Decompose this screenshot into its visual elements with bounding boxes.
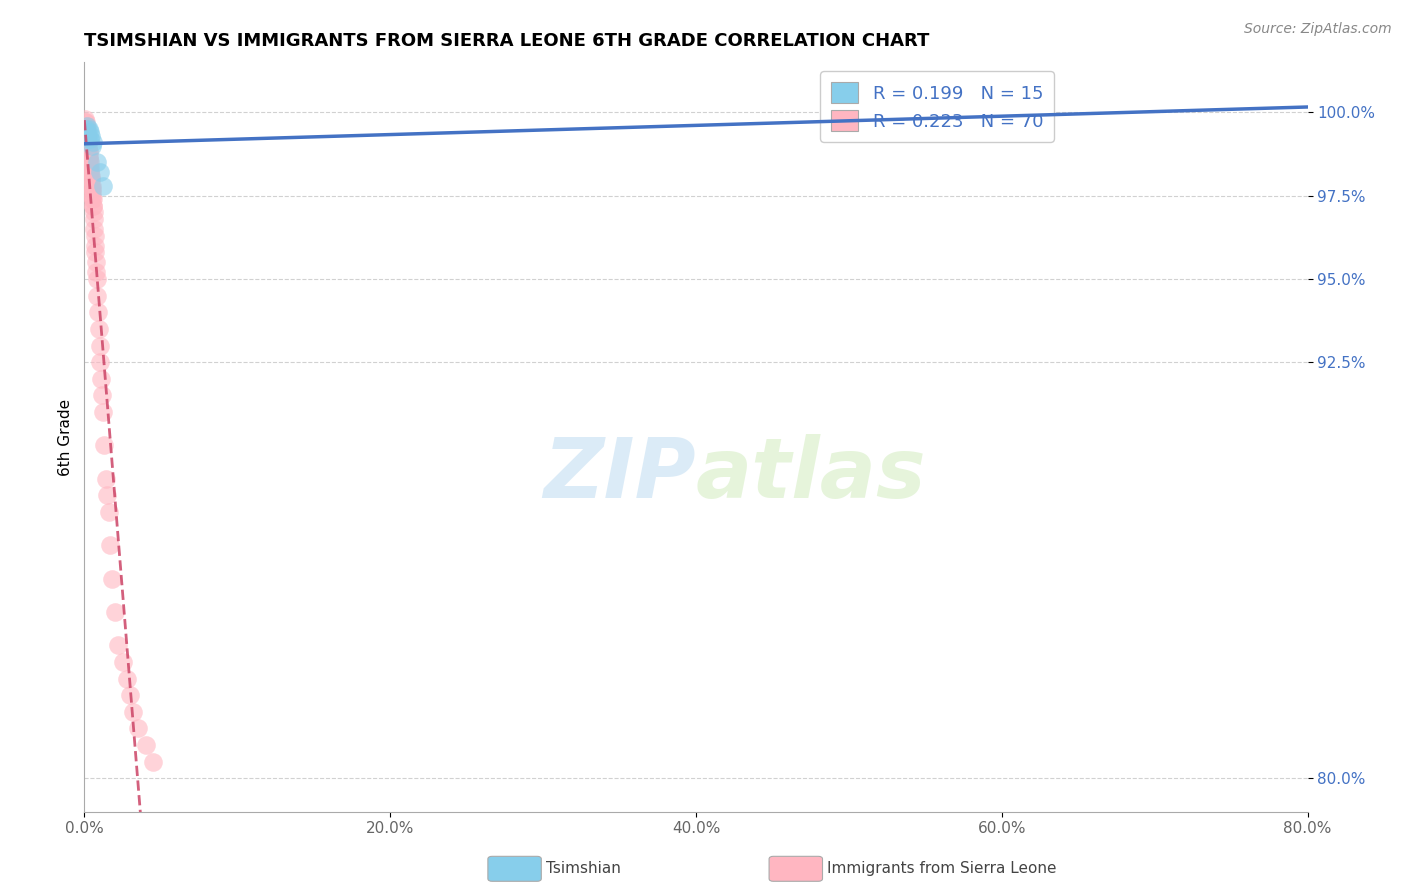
Point <box>77 142 100 156</box>
Point <box>96 488 118 502</box>
Point <box>111 655 134 669</box>
Point <box>90 372 112 386</box>
Point <box>83 228 105 243</box>
Point <box>75 115 97 129</box>
Point <box>80 182 103 196</box>
Y-axis label: 6th Grade: 6th Grade <box>58 399 73 475</box>
Point <box>89 355 111 369</box>
Legend: R = 0.199   N = 15, R = 0.223   N = 70: R = 0.199 N = 15, R = 0.223 N = 70 <box>820 71 1054 142</box>
Point <box>80 178 103 193</box>
Point <box>84 265 107 279</box>
Point <box>91 405 114 419</box>
Point <box>79 165 101 179</box>
Point <box>75 125 97 139</box>
Point <box>104 605 127 619</box>
Point <box>82 188 104 202</box>
Point <box>84 255 107 269</box>
Point <box>86 288 108 302</box>
Point <box>115 672 138 686</box>
Point <box>94 472 117 486</box>
Point <box>77 136 100 150</box>
Point <box>80 172 103 186</box>
Point <box>82 136 104 150</box>
Point <box>945 109 967 123</box>
Point <box>122 705 145 719</box>
Point <box>80 186 103 200</box>
Point <box>76 119 98 133</box>
Point <box>79 152 101 166</box>
Point <box>75 115 97 129</box>
Point <box>89 338 111 352</box>
Point <box>83 222 105 236</box>
Point <box>77 149 100 163</box>
Point <box>76 136 98 150</box>
Point <box>89 165 111 179</box>
Point <box>83 205 105 219</box>
Point <box>135 738 157 752</box>
Point <box>93 438 115 452</box>
Point <box>77 145 100 160</box>
Point <box>76 132 98 146</box>
Point <box>82 192 104 206</box>
Text: Tsimshian: Tsimshian <box>546 862 620 876</box>
Point <box>77 122 100 136</box>
Point <box>75 112 97 126</box>
Point <box>101 572 124 586</box>
Point <box>86 155 108 169</box>
Point <box>76 128 98 143</box>
Point <box>84 245 107 260</box>
Point <box>79 161 101 176</box>
Point <box>75 119 97 133</box>
Text: atlas: atlas <box>696 434 927 515</box>
Point <box>86 272 108 286</box>
Point <box>77 152 100 166</box>
Point <box>97 505 120 519</box>
Text: Source: ZipAtlas.com: Source: ZipAtlas.com <box>1244 22 1392 37</box>
Point <box>79 132 101 146</box>
Point <box>76 132 98 146</box>
Point <box>79 155 101 169</box>
Point <box>76 125 98 139</box>
Point <box>77 145 100 160</box>
Text: TSIMSHIAN VS IMMIGRANTS FROM SIERRA LEONE 6TH GRADE CORRELATION CHART: TSIMSHIAN VS IMMIGRANTS FROM SIERRA LEON… <box>84 32 929 50</box>
Point <box>120 688 142 702</box>
Point <box>82 199 104 213</box>
Point <box>75 122 97 136</box>
Text: Immigrants from Sierra Leone: Immigrants from Sierra Leone <box>827 862 1056 876</box>
Point <box>80 178 103 193</box>
Point <box>76 125 98 139</box>
Point <box>83 211 105 226</box>
Point <box>107 638 129 652</box>
Point <box>82 199 104 213</box>
Point <box>98 538 121 552</box>
Point <box>79 125 101 139</box>
Point <box>87 305 110 319</box>
Point <box>79 165 101 179</box>
Point <box>87 322 110 336</box>
Point <box>914 112 936 126</box>
Point <box>142 755 165 769</box>
Point <box>84 238 107 252</box>
Point <box>76 128 98 143</box>
Point <box>75 119 97 133</box>
Point <box>77 128 100 143</box>
Point <box>80 172 103 186</box>
Point <box>82 192 104 206</box>
Point <box>80 169 103 183</box>
Point <box>77 138 100 153</box>
Point <box>91 388 114 402</box>
Point <box>127 722 149 736</box>
Point <box>80 138 103 153</box>
Point <box>75 122 97 136</box>
Point <box>80 128 103 143</box>
Point <box>91 178 114 193</box>
Point <box>79 159 101 173</box>
Text: ZIP: ZIP <box>543 434 696 515</box>
